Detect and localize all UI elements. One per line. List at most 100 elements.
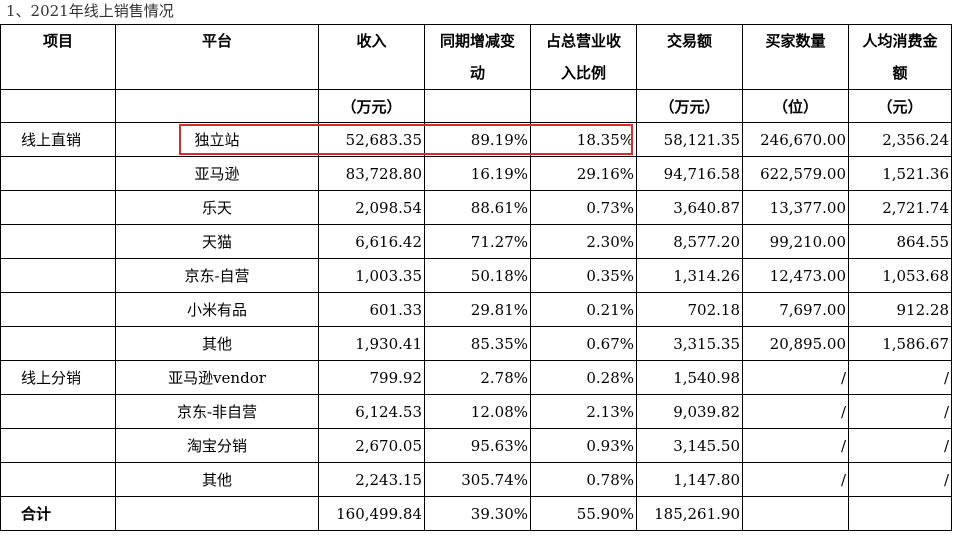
buyers-cell: 99,210.00 — [742, 224, 849, 259]
yoy-cell: 305.74% — [424, 462, 531, 497]
category-cell — [0, 462, 116, 497]
header-row: 项目 平台 收入 同期增减变动 占总营业收 入比例 交易额 买家数量 人均消费金额 — [0, 24, 952, 90]
avg-cell: 2,721.74 — [848, 190, 952, 225]
platform-cell: 其他 — [115, 462, 319, 497]
buyers-cell: 20,895.00 — [742, 326, 849, 361]
platform-cell: 京东-自营 — [115, 258, 319, 293]
buyers-cell: 12,473.00 — [742, 258, 849, 293]
share-cell: 0.73% — [530, 190, 637, 225]
category-cell — [0, 258, 116, 293]
yoy-cell: 88.61% — [424, 190, 531, 225]
buyers-cell: / — [742, 360, 849, 395]
table-row: 亚马逊 83,728.80 16.19% 29.16% 94,716.58 622,579… — [0, 156, 952, 191]
category-cell — [0, 326, 116, 361]
category-cell — [0, 394, 116, 429]
gmv-cell: 3,640.87 — [636, 190, 743, 225]
unit-row: （万元） （万元） （位） （元） — [0, 89, 952, 123]
total-revenue: 160,499.84 — [318, 496, 425, 531]
table-row: 其他 2,243.15 305.74% 0.78% 1,147.80// — [0, 462, 952, 497]
platform-cell: 其他 — [115, 326, 319, 361]
platform-cell: 亚马逊 — [115, 156, 319, 191]
share-cell: 0.78% — [530, 462, 637, 497]
share-cell: 0.28% — [530, 360, 637, 395]
share-cell: 0.21% — [530, 292, 637, 327]
yoy-cell: 71.27% — [424, 224, 531, 259]
revenue-cell: 2,098.54 — [318, 190, 425, 225]
avg-cell: 864.55 — [848, 224, 952, 259]
gmv-cell: 702.18 — [636, 292, 743, 327]
revenue-cell: 83,728.80 — [318, 156, 425, 191]
revenue-cell: 1,003.35 — [318, 258, 425, 293]
total-gmv: 185,261.90 — [636, 496, 743, 531]
gmv-cell: 94,716.58 — [636, 156, 743, 191]
unit-buyers: （位） — [742, 89, 849, 123]
gmv-cell: 3,315.35 — [636, 326, 743, 361]
share-cell: 18.35% — [530, 122, 637, 157]
header-yoy: 同期增减变动 — [424, 24, 531, 90]
buyers-cell: 7,697.00 — [742, 292, 849, 327]
yoy-cell: 2.78% — [424, 360, 531, 395]
yoy-cell: 12.08% — [424, 394, 531, 429]
gmv-cell: 8,577.20 — [636, 224, 743, 259]
category-cell — [0, 190, 116, 225]
gmv-cell: 58,121.35 — [636, 122, 743, 157]
yoy-cell: 85.35% — [424, 326, 531, 361]
gmv-cell: 1,147.80 — [636, 462, 743, 497]
table-row: 线上分销 亚马逊vendor 799.92 2.78% 0.28% 1,540.98// — [0, 360, 952, 395]
unit-gmv: （万元） — [636, 89, 743, 123]
platform-cell: 小米有品 — [115, 292, 319, 327]
total-yoy: 39.30% — [424, 496, 531, 531]
revenue-cell: 6,124.53 — [318, 394, 425, 429]
total-row: 合计 160,499.84 39.30% 55.90% 185,261.90 — [0, 496, 952, 531]
revenue-cell: 52,683.35 — [318, 122, 425, 157]
header-gmv: 交易额 — [636, 24, 743, 90]
revenue-cell: 799.92 — [318, 360, 425, 395]
share-cell: 2.30% — [530, 224, 637, 259]
share-cell: 29.16% — [530, 156, 637, 191]
revenue-cell: 2,243.15 — [318, 462, 425, 497]
header-buyers: 买家数量 — [742, 24, 849, 90]
avg-cell: 912.28 — [848, 292, 952, 327]
buyers-cell: 246,670.00 — [742, 122, 849, 157]
category-cell — [0, 428, 116, 463]
avg-cell: 1,586.67 — [848, 326, 952, 361]
yoy-cell: 95.63% — [424, 428, 531, 463]
table-row: 京东-自营 1,003.35 50.18% 0.35% 1,314.26 12,473.0… — [0, 258, 952, 293]
yoy-cell: 16.19% — [424, 156, 531, 191]
avg-cell: 1,053.68 — [848, 258, 952, 293]
header-platform: 平台 — [115, 24, 319, 90]
revenue-cell: 1,930.41 — [318, 326, 425, 361]
buyers-cell: / — [742, 462, 849, 497]
buyers-cell: 622,579.00 — [742, 156, 849, 191]
share-cell: 0.67% — [530, 326, 637, 361]
avg-cell: / — [848, 462, 952, 497]
avg-cell: / — [848, 360, 952, 395]
category-cell: 线上分销 — [0, 360, 116, 395]
table-row: 天猫 6,616.42 71.27% 2.30% 8,577.20 99,210.00 86… — [0, 224, 952, 259]
gmv-cell: 3,145.50 — [636, 428, 743, 463]
header-share: 占总营业收 入比例 — [530, 24, 637, 90]
avg-cell: / — [848, 428, 952, 463]
table-row: 其他 1,930.41 85.35% 0.67% 3,315.35 20,895.00 1,… — [0, 326, 952, 361]
header-avg-spend: 人均消费金额 — [848, 24, 952, 90]
sales-table: 项目 平台 收入 同期增减变动 占总营业收 入比例 交易额 买家数量 人均消费金额… — [0, 24, 952, 531]
header-revenue: 收入 — [318, 24, 425, 90]
avg-cell: / — [848, 394, 952, 429]
yoy-cell: 89.19% — [424, 122, 531, 157]
category-cell — [0, 224, 116, 259]
platform-cell: 天猫 — [115, 224, 319, 259]
category-cell — [0, 292, 116, 327]
share-cell: 0.93% — [530, 428, 637, 463]
table-row: 京东-非自营 6,124.53 12.08% 2.13% 9,039.82// — [0, 394, 952, 429]
platform-cell: 京东-非自营 — [115, 394, 319, 429]
revenue-cell: 2,670.05 — [318, 428, 425, 463]
platform-cell: 独立站 — [115, 122, 319, 157]
section-title: 1、2021年线上销售情况 — [6, 2, 174, 20]
platform-cell: 淘宝分销 — [115, 428, 319, 463]
platform-cell: 乐天 — [115, 190, 319, 225]
table-row: 小米有品 601.33 29.81% 0.21% 702.18 7,697.00 912.2… — [0, 292, 952, 327]
share-cell: 2.13% — [530, 394, 637, 429]
platform-cell: 亚马逊vendor — [115, 360, 319, 395]
table-row: 线上直销 独立站 52,683.35 89.19% 18.35% 58,121.35 246… — [0, 122, 952, 157]
avg-cell: 2,356.24 — [848, 122, 952, 157]
